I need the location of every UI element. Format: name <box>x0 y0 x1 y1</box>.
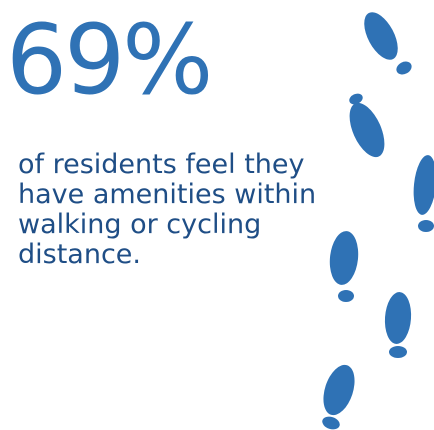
footprint-2 <box>349 93 385 158</box>
footprint-4 <box>329 231 359 302</box>
caption-line-1: of residents feel they <box>18 149 305 180</box>
statistic-caption: of residents feel they have amenities wi… <box>18 150 358 270</box>
footprint-1 <box>364 12 412 75</box>
caption-line-3: walking or cycling <box>18 209 262 240</box>
footprint-3 <box>413 155 434 232</box>
footprint-5 <box>384 292 412 358</box>
footprint-6 <box>322 364 355 430</box>
statistic-value: 69% <box>6 4 213 116</box>
caption-line-2: have amenities within <box>18 179 317 210</box>
caption-line-4: distance. <box>18 239 141 270</box>
